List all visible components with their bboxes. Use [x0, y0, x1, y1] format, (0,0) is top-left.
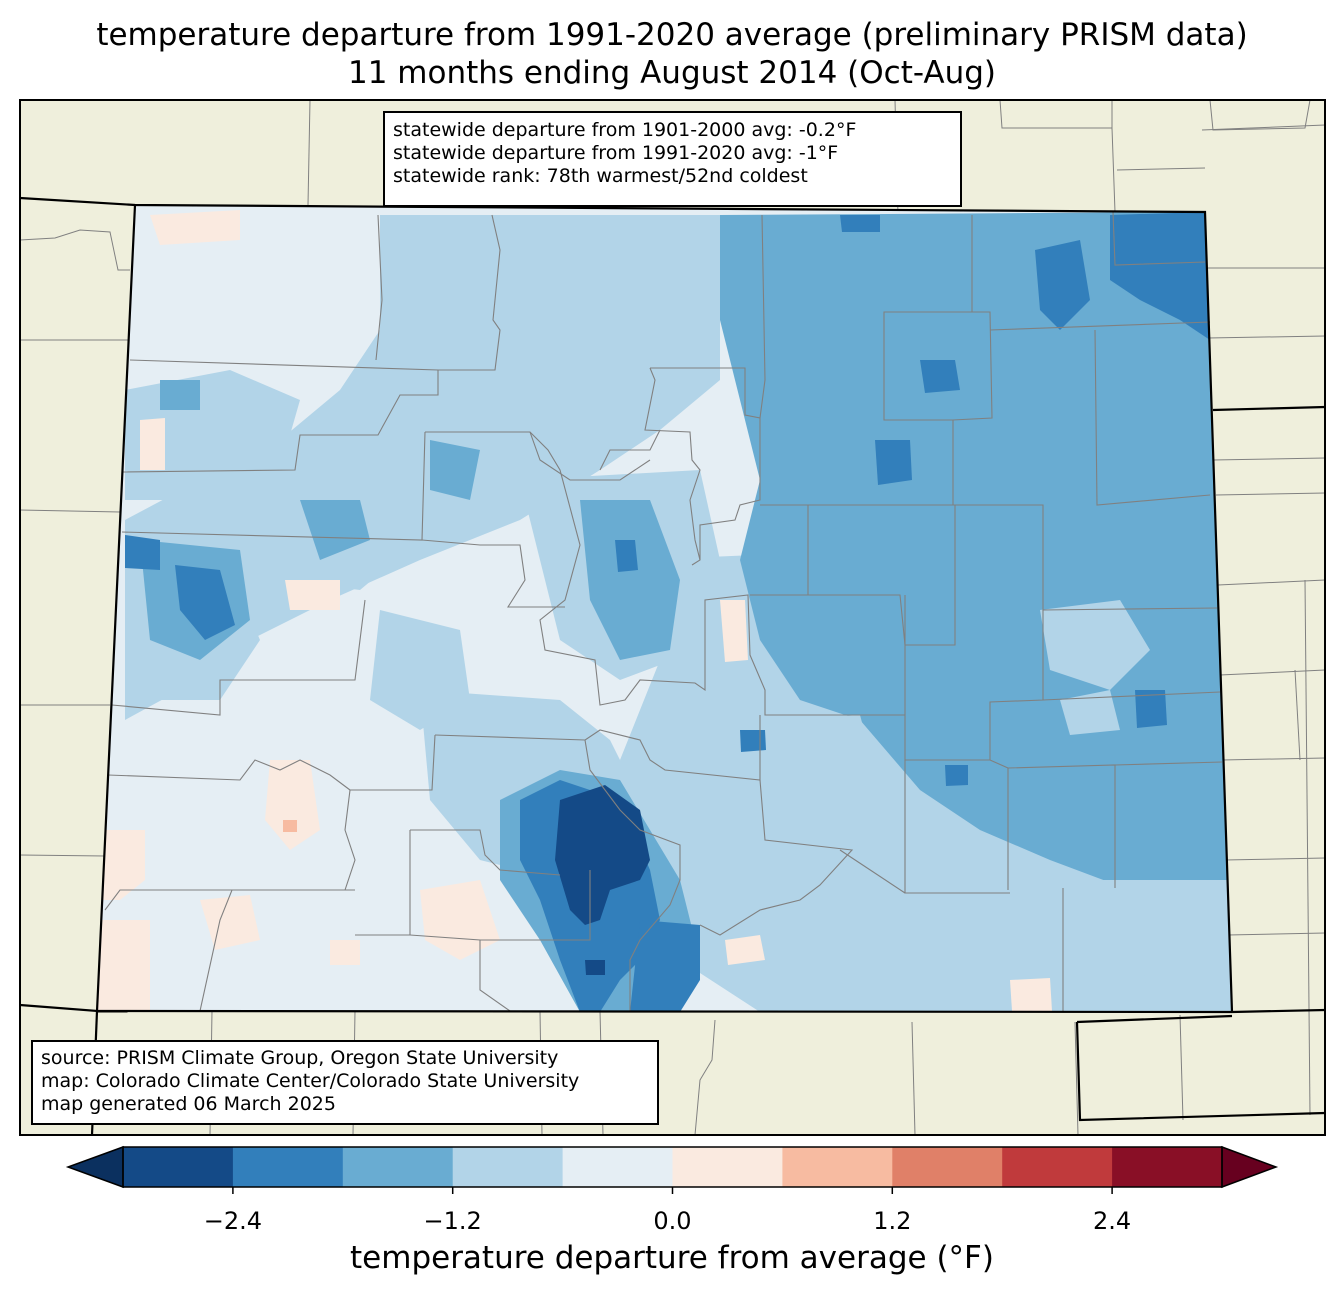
colorado-county-lines: [104, 211, 1223, 1012]
statewide-stats-box: statewide departure from 1901-2000 avg: …: [383, 111, 962, 207]
colorbar-segment: [452, 1147, 564, 1187]
colorbar-tick-label: 0.0: [653, 1207, 692, 1235]
colorbar-segment: [342, 1147, 454, 1187]
colorbar-segment: [782, 1147, 893, 1187]
colorbar: [65, 1145, 1279, 1194]
source-box: source: PRISM Climate Group, Oregon Stat…: [31, 1040, 659, 1125]
colorbar-segment: [562, 1147, 673, 1187]
source-line-1: source: PRISM Climate Group, Oregon Stat…: [41, 1047, 559, 1069]
colorbar-tick-label: 1.2: [873, 1207, 912, 1235]
stats-line-2: statewide departure from 1991-2020 avg: …: [393, 142, 839, 164]
colorbar-segment: [123, 1147, 234, 1187]
colorbar-label: temperature departure from average (°F): [350, 1240, 994, 1276]
source-line-2: map: Colorado Climate Center/Colorado St…: [41, 1070, 580, 1092]
state-boundaries: [20, 196, 1325, 1135]
colorbar-tick-label: 2.4: [1093, 1207, 1132, 1235]
colorbar-segment: [1112, 1147, 1223, 1187]
colorbar-tick-label: −2.4: [203, 1207, 263, 1235]
chart-title-line2: 11 months ending August 2014 (Oct-Aug): [347, 55, 997, 91]
colorbar-tick-label: −1.2: [423, 1207, 482, 1235]
stats-line-3: statewide rank: 78th warmest/52nd coldes…: [393, 165, 808, 187]
temperature-field: [97, 205, 1232, 1012]
colorbar-over-arrow: [1221, 1145, 1279, 1189]
stats-line-1: statewide departure from 1901-2000 avg: …: [393, 119, 857, 141]
chart-title-line1: temperature departure from 1991-2020 ave…: [96, 17, 1248, 53]
colorbar-segment: [1002, 1147, 1113, 1187]
map-frame: [19, 99, 1326, 1136]
colorbar-under-arrow: [65, 1145, 124, 1189]
neighbor-county-lines: [20, 100, 1325, 1135]
colorbar-segment: [892, 1147, 1003, 1187]
source-line-3: map generated 06 March 2025: [41, 1093, 336, 1115]
colorbar-segment: [232, 1147, 344, 1187]
colorbar-segment: [672, 1147, 783, 1187]
